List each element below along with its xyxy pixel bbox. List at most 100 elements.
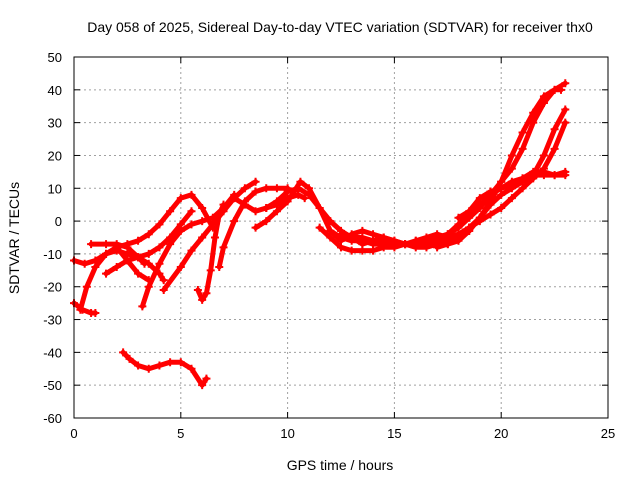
data-point <box>251 223 260 232</box>
y-tick-label: 20 <box>48 148 62 163</box>
y-tick-label: 50 <box>48 50 62 65</box>
data-point <box>144 282 153 291</box>
data-point <box>347 233 356 242</box>
data-point <box>251 177 260 186</box>
data-point <box>198 295 207 304</box>
data-point <box>76 305 85 314</box>
data-point <box>102 249 111 258</box>
data-point <box>358 246 367 255</box>
data-point <box>486 210 495 219</box>
data-point <box>337 243 345 252</box>
data-point <box>155 243 164 252</box>
data-point <box>272 184 281 193</box>
data-point <box>215 263 224 272</box>
data-point <box>187 190 196 199</box>
data-point <box>262 184 271 193</box>
data-point <box>176 358 185 367</box>
chart-title: Day 058 of 2025, Sidereal Day-to-day VTE… <box>87 19 593 35</box>
data-point <box>134 361 143 370</box>
data-point <box>465 223 474 232</box>
data-point <box>326 217 335 226</box>
data-point <box>539 151 548 160</box>
data-point <box>155 361 164 370</box>
data-point <box>159 286 168 295</box>
data-point <box>272 197 281 206</box>
data-point <box>304 190 313 199</box>
data-point <box>379 236 388 245</box>
data-point <box>193 286 202 295</box>
data-point <box>215 210 224 219</box>
data-point <box>166 207 175 216</box>
data-point <box>230 217 239 226</box>
data-point <box>539 98 548 107</box>
data-point <box>187 207 196 216</box>
data-point <box>240 184 249 193</box>
data-point <box>102 240 111 249</box>
data-point <box>166 358 175 367</box>
data-point <box>202 374 211 383</box>
data-point <box>561 79 570 88</box>
data-point <box>176 263 185 272</box>
data-point <box>119 348 128 357</box>
data-point <box>550 125 559 134</box>
data-point <box>518 174 527 183</box>
x-tick-label: 10 <box>280 426 294 441</box>
data-point <box>390 240 399 249</box>
data-point <box>539 167 548 176</box>
data-point <box>561 105 570 114</box>
data-point <box>497 184 506 193</box>
data-point <box>497 203 506 212</box>
data-point <box>475 203 484 212</box>
data-point <box>507 164 516 173</box>
plot-frame <box>73 56 609 419</box>
data-point <box>240 200 249 209</box>
data-point <box>155 220 164 229</box>
data-point <box>125 354 134 363</box>
data-point <box>443 236 452 245</box>
data-point <box>262 203 271 212</box>
data-point <box>300 194 309 203</box>
y-axis-label: SDTVAR / TECUs <box>6 182 22 294</box>
data-point <box>433 233 442 242</box>
data-point <box>144 230 153 239</box>
data-point <box>529 167 538 176</box>
data-point <box>561 171 570 180</box>
data-point <box>347 246 356 255</box>
data-point <box>112 243 121 252</box>
data-point <box>206 266 215 275</box>
series-line-track-19 <box>445 120 568 244</box>
data-point <box>550 171 559 180</box>
data-point <box>411 236 420 245</box>
x-tick-label: 20 <box>494 426 508 441</box>
data-point <box>454 213 463 222</box>
data-point <box>198 381 207 390</box>
y-tick-label: -20 <box>43 280 62 295</box>
x-axis-label: GPS time / hours <box>287 457 394 473</box>
data-point <box>198 217 207 226</box>
y-tick-label: -50 <box>43 378 62 393</box>
data-point <box>294 184 303 193</box>
data-point <box>507 180 516 189</box>
data-point <box>176 226 185 235</box>
y-tick-label: 10 <box>48 181 62 196</box>
x-tick-label: 15 <box>387 426 401 441</box>
data-point <box>262 217 271 226</box>
data-point <box>518 128 527 137</box>
data-point <box>272 207 281 216</box>
data-point <box>486 187 495 196</box>
data-point <box>219 200 228 209</box>
data-point <box>518 144 527 153</box>
data-point <box>91 308 100 317</box>
data-point <box>187 220 196 229</box>
data-point <box>475 194 484 203</box>
data-point <box>123 256 132 265</box>
data-point <box>422 236 431 245</box>
data-point <box>433 243 442 252</box>
series-line-track-6 <box>114 244 152 283</box>
data-point <box>82 282 91 291</box>
data-point <box>465 207 474 216</box>
data-point <box>507 194 516 203</box>
data-point <box>358 233 367 242</box>
series-line-track-1 <box>71 300 98 316</box>
